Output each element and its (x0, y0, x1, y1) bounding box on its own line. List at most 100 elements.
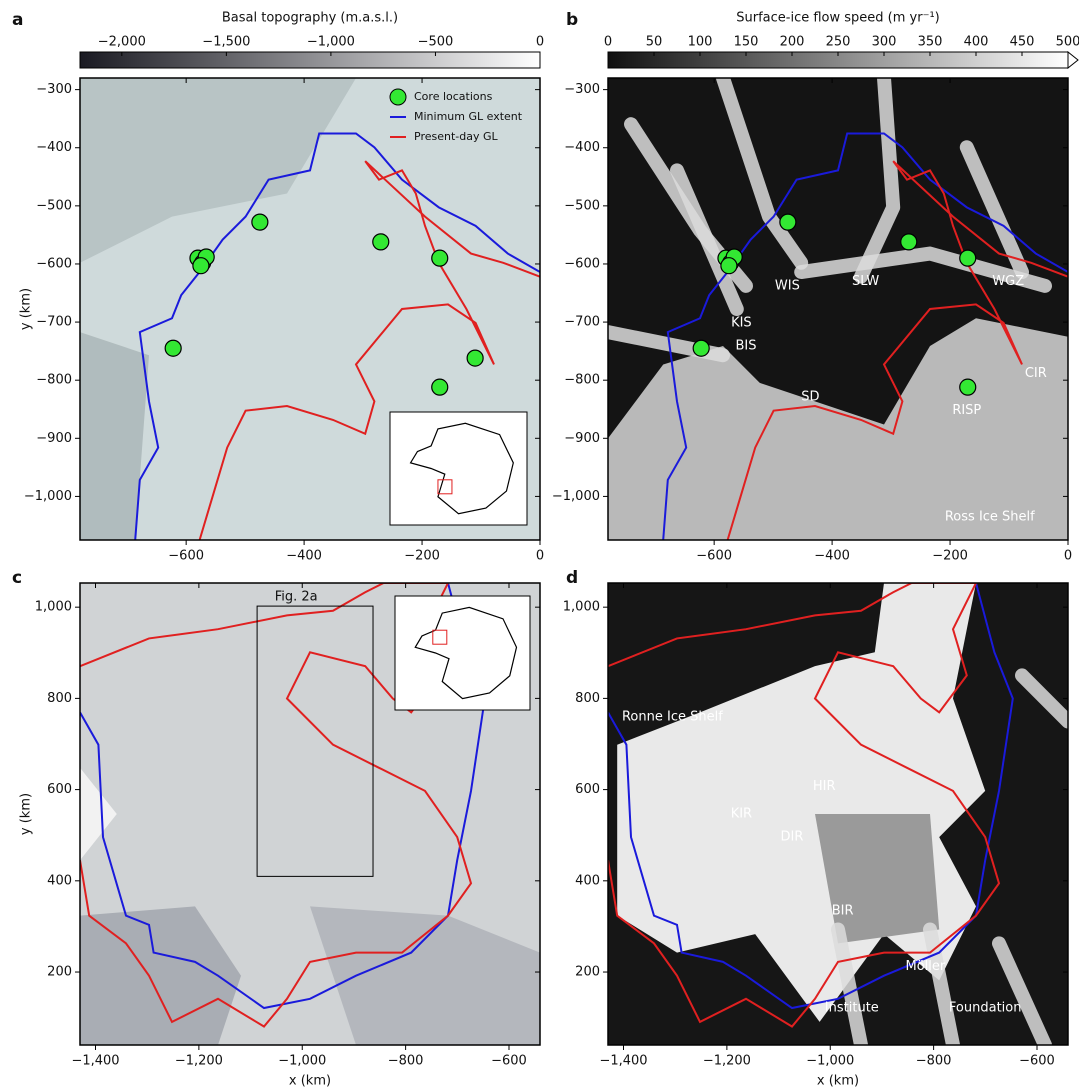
colorbar-tick-label: 0 (604, 35, 612, 50)
colorbar (80, 52, 540, 68)
panel-letter: d (566, 568, 578, 588)
colorbar-tick-label: 0 (536, 35, 544, 50)
colorbar-tick-label: 150 (734, 35, 759, 50)
y-tick-label: 600 (575, 782, 600, 797)
colorbar-tick-label: −500 (418, 35, 454, 50)
x-tick-label: −1,200 (703, 1054, 751, 1069)
x-tick-label: −200 (932, 549, 968, 564)
legend-label: Present-day GL (414, 130, 498, 143)
colorbar-title: Basal topography (m.a.s.l.) (222, 11, 398, 26)
legend-marker (390, 89, 406, 105)
legend-label: Minimum GL extent (414, 110, 523, 123)
colorbar-tick-label: −1,500 (202, 35, 250, 50)
x-tick-label: 0 (536, 549, 544, 564)
annotation: Ronne Ice Shelf (622, 709, 723, 724)
core-location (960, 250, 976, 266)
y-tick-label: 1,000 (563, 600, 600, 615)
colorbar-tick-label: 250 (826, 35, 851, 50)
y-axis-label: y (km) (19, 793, 34, 835)
x-tick-label: −400 (814, 549, 850, 564)
core-location (373, 234, 389, 250)
x-tick-label: −200 (404, 549, 440, 564)
y-tick-label: −400 (564, 140, 600, 155)
y-tick-label: −600 (564, 256, 600, 271)
annotation: DIR (781, 830, 804, 845)
core-location (165, 340, 181, 356)
y-tick-label: 1,000 (35, 600, 72, 615)
colorbar-title: Surface-ice flow speed (m yr⁻¹) (736, 11, 939, 26)
y-tick-label: −400 (36, 140, 72, 155)
core-location (780, 214, 796, 230)
colorbar-tick-label: −2,000 (98, 35, 146, 50)
colorbar-tick-label: 50 (646, 35, 663, 50)
y-tick-label: 600 (47, 782, 72, 797)
panel-letter: b (566, 10, 578, 30)
core-location (693, 340, 709, 356)
annotation: SD (801, 389, 819, 404)
map-area (608, 583, 1068, 1045)
core-location (467, 350, 483, 366)
annotation: Fig. 2a (275, 589, 318, 604)
x-tick-label: −600 (1019, 1054, 1055, 1069)
x-axis-label: x (km) (289, 1074, 331, 1089)
y-axis-label: y (km) (19, 288, 34, 330)
y-tick-label: −500 (564, 198, 600, 213)
x-tick-label: −1,400 (599, 1054, 647, 1069)
core-location (193, 258, 209, 274)
colorbar-tick-label: 100 (688, 35, 713, 50)
x-tick-label: −400 (286, 549, 322, 564)
y-tick-label: −300 (36, 82, 72, 97)
figure: a −600 −400 −200 0 −300 −400 −500 −600 −700 −800 −9… (0, 0, 1079, 1090)
x-tick-label: −800 (916, 1054, 952, 1069)
annotation: CIR (1025, 366, 1047, 381)
core-location (252, 214, 268, 230)
panel-letter: a (12, 10, 23, 30)
core-location (432, 250, 448, 266)
annotation: BIS (735, 338, 756, 353)
page: {"chart_data": [ {"type": "map", "panel"… (0, 0, 1079, 1090)
annotation: RISP (952, 403, 981, 418)
annotation: KIR (731, 807, 752, 822)
core-location (721, 258, 737, 274)
y-tick-label: 800 (47, 691, 72, 706)
x-tick-label: −1,000 (806, 1054, 854, 1069)
y-tick-label: −900 (564, 431, 600, 446)
annotation: Institute (825, 1001, 879, 1016)
annotation: WGZ (992, 274, 1024, 289)
colorbar-tick-label: 350 (918, 35, 943, 50)
core-location (901, 234, 917, 250)
colorbar-tick-label: 500 (1056, 35, 1079, 50)
y-tick-label: 200 (47, 965, 72, 980)
annotation: WIS (775, 278, 800, 293)
annotation: BIR (832, 904, 854, 919)
core-location (432, 379, 448, 395)
panel-letter: c (12, 568, 22, 588)
x-tick-label: −1,400 (71, 1054, 119, 1069)
y-tick-label: 800 (575, 691, 600, 706)
legend-label: Core locations (414, 90, 493, 103)
colorbar-tick-label: −1,000 (307, 35, 355, 50)
x-tick-label: −600 (168, 549, 204, 564)
x-tick-label: −1,200 (175, 1054, 223, 1069)
x-tick-label: 0 (1064, 549, 1072, 564)
annotation: Foundation (949, 1001, 1022, 1016)
y-tick-label: −700 (36, 315, 72, 330)
colorbar-tick-label: 450 (1010, 35, 1035, 50)
y-tick-label: −500 (36, 198, 72, 213)
annotation: Ross Ice Shelf (945, 509, 1035, 524)
x-axis-label: x (km) (817, 1074, 859, 1089)
y-tick-label: 400 (575, 873, 600, 888)
annotation: SLW (852, 274, 879, 289)
x-tick-label: −600 (696, 549, 732, 564)
core-location (960, 379, 976, 395)
y-tick-label: −300 (564, 82, 600, 97)
y-tick-label: −700 (564, 315, 600, 330)
annotation: HIR (813, 779, 836, 794)
y-tick-label: −800 (36, 373, 72, 388)
y-tick-label: 400 (47, 873, 72, 888)
x-tick-label: −800 (388, 1054, 424, 1069)
colorbar-tick-label: 300 (872, 35, 897, 50)
colorbar-tick-label: 400 (964, 35, 989, 50)
annotation: KIS (731, 315, 752, 330)
y-tick-label: −900 (36, 431, 72, 446)
